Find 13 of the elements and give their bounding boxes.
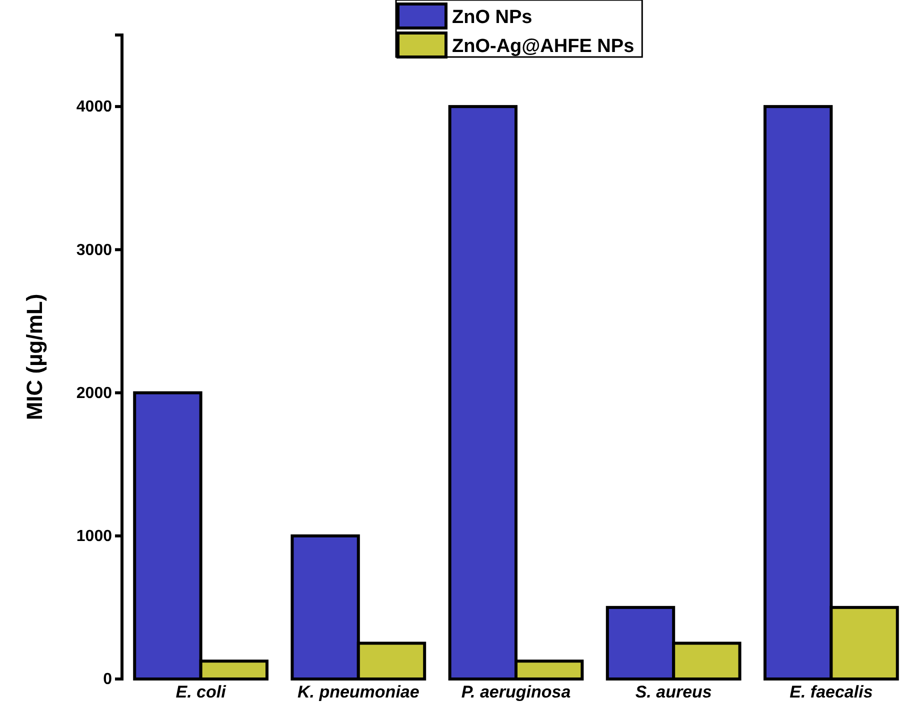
y-tick-label: 3000 <box>76 242 112 259</box>
y-tick-label: 2000 <box>76 384 112 402</box>
y-tick-label: 0 <box>103 671 112 688</box>
x-tick-label: E. coli <box>176 682 228 702</box>
legend-label: ZnO NPs <box>452 7 532 28</box>
x-tick-label: S. aureus <box>635 682 712 702</box>
legend-label: ZnO-Ag@AHFE NPs <box>452 36 634 57</box>
y-tick-label: 4000 <box>76 98 112 116</box>
y-tick-label: 1000 <box>76 528 112 546</box>
y-axis-title: MIC (µg/mL) <box>22 294 47 420</box>
x-tick-label: E. faecalis <box>790 682 873 702</box>
x-tick-label: P. aeruginosa <box>461 682 571 702</box>
x-tick-label: K. pneumoniae <box>297 682 420 702</box>
